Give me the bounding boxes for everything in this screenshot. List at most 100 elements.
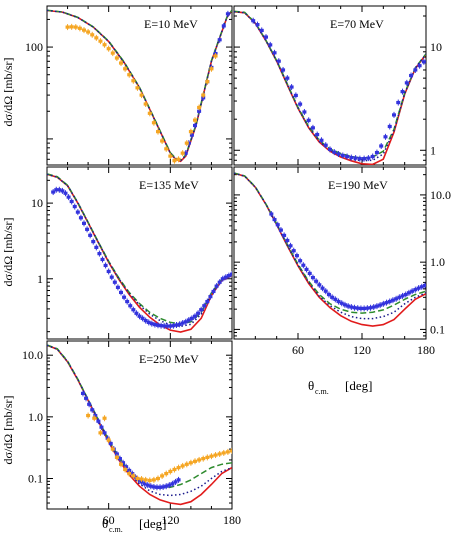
data-point	[140, 315, 145, 322]
data-point	[205, 454, 210, 461]
data-point	[172, 466, 177, 473]
x-tick-label: 180	[223, 513, 241, 527]
data-point	[404, 79, 409, 86]
data-point	[400, 292, 405, 299]
data-point	[225, 10, 230, 17]
data-point	[379, 143, 384, 150]
data-point	[288, 242, 293, 249]
data-point	[310, 124, 315, 131]
data-point	[139, 92, 144, 99]
data-point	[183, 318, 188, 325]
data-point	[135, 475, 140, 482]
panel-frame	[46, 5, 233, 166]
data-point	[148, 483, 153, 490]
xlabel-theta: θ	[102, 516, 108, 531]
data-point	[80, 390, 85, 397]
data-point	[102, 41, 107, 48]
data-point	[77, 25, 82, 32]
data-point	[170, 480, 175, 487]
data-point	[293, 92, 298, 99]
data-point	[365, 305, 370, 312]
data-point	[197, 104, 202, 111]
ylabel-top: dσ/dΩ [mb/sr]	[1, 57, 15, 126]
data-point	[349, 304, 354, 311]
data-point	[251, 17, 256, 24]
data-point	[390, 297, 395, 304]
xlabel-unit: [deg]	[139, 516, 166, 531]
data-point	[114, 454, 119, 461]
data-point	[159, 322, 164, 329]
data-point	[259, 27, 264, 34]
data-point	[383, 133, 388, 140]
panel-E10: 100 E=10 MeV	[25, 5, 233, 166]
data-point	[176, 476, 181, 483]
data-point	[394, 295, 399, 302]
data-point	[60, 187, 65, 194]
panel-E135: 1 10 E=135 MeV	[31, 166, 233, 340]
data-point	[320, 285, 325, 292]
data-point	[417, 62, 422, 69]
data-point	[374, 149, 379, 156]
data-point	[205, 78, 210, 85]
data-point	[125, 298, 130, 305]
plot-area	[234, 10, 426, 165]
data-point	[217, 450, 222, 457]
data-point	[147, 477, 152, 484]
ylabel-middle: dσ/dΩ [mb/sr]	[1, 217, 15, 286]
y-tick-label: 10	[31, 196, 43, 210]
panel-title: E=135 MeV	[139, 178, 199, 192]
data-point	[156, 128, 160, 135]
data-point	[275, 221, 280, 228]
y-tick-label: 0.1	[28, 471, 43, 485]
data-point	[342, 301, 347, 308]
data-point	[82, 220, 86, 227]
data-point	[82, 27, 86, 34]
data-point	[362, 155, 367, 162]
panel-frame	[233, 5, 427, 166]
series-green-curve	[47, 9, 232, 161]
data-point	[413, 286, 418, 293]
data-point	[57, 186, 62, 193]
x-tick-label: 120	[353, 343, 371, 357]
data-point	[180, 462, 185, 469]
series-navy-curve	[234, 172, 426, 320]
data-point	[403, 291, 408, 298]
data-point	[84, 395, 89, 402]
data-point	[302, 108, 307, 115]
data-point	[193, 122, 197, 129]
data-point	[161, 483, 166, 490]
data-point	[201, 92, 206, 99]
data-point	[397, 294, 402, 301]
data-point	[384, 299, 389, 306]
data-point	[173, 478, 178, 485]
data-point	[123, 466, 128, 473]
data-point	[176, 156, 181, 163]
data-point	[315, 131, 320, 138]
data-point	[164, 483, 169, 490]
data-point	[336, 151, 341, 158]
panel-frame	[46, 166, 233, 340]
data-point	[151, 119, 156, 126]
data-point	[142, 480, 147, 487]
data-point	[186, 140, 191, 147]
data-point	[167, 482, 172, 489]
data-point	[86, 28, 91, 35]
data-point	[106, 45, 111, 52]
data-point	[211, 288, 216, 295]
data-point	[209, 453, 214, 460]
data-point	[193, 313, 197, 320]
panel-title: E=190 MeV	[328, 178, 388, 192]
data-point	[106, 437, 111, 444]
data-point	[374, 303, 379, 310]
data-point	[371, 304, 376, 311]
series-red-curve	[47, 9, 232, 163]
data-point	[168, 153, 173, 160]
y-tick-label: 100	[25, 40, 43, 54]
xlabel-sub: c.m.	[315, 387, 329, 396]
data-point	[264, 34, 268, 41]
data-point	[202, 302, 207, 309]
data-point	[208, 293, 213, 300]
data-point	[90, 31, 95, 38]
data-point	[164, 145, 169, 152]
data-point	[174, 321, 179, 328]
